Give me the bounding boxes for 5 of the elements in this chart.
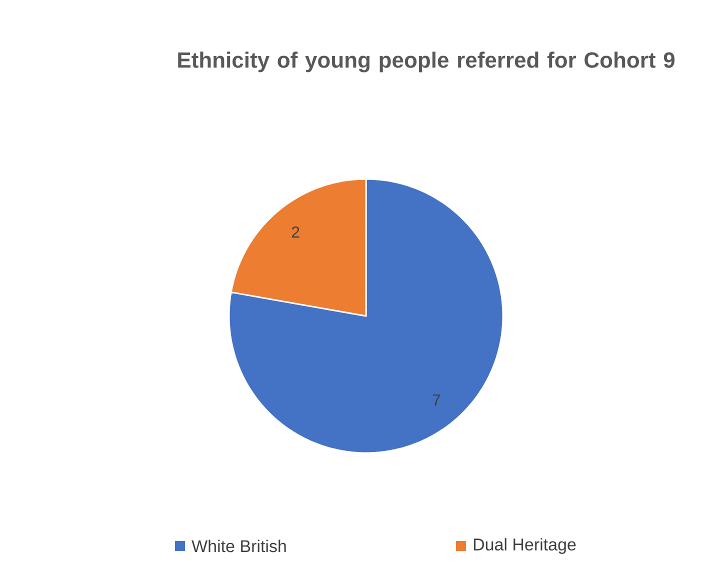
legend-label: White British xyxy=(192,540,286,552)
chart-title: Ethnicity of young people referred for Cohort 9 xyxy=(178,52,675,72)
legend-label: Dual Heritage xyxy=(474,538,576,554)
data-label: 2 xyxy=(292,226,300,238)
data-label: 7 xyxy=(432,394,440,406)
